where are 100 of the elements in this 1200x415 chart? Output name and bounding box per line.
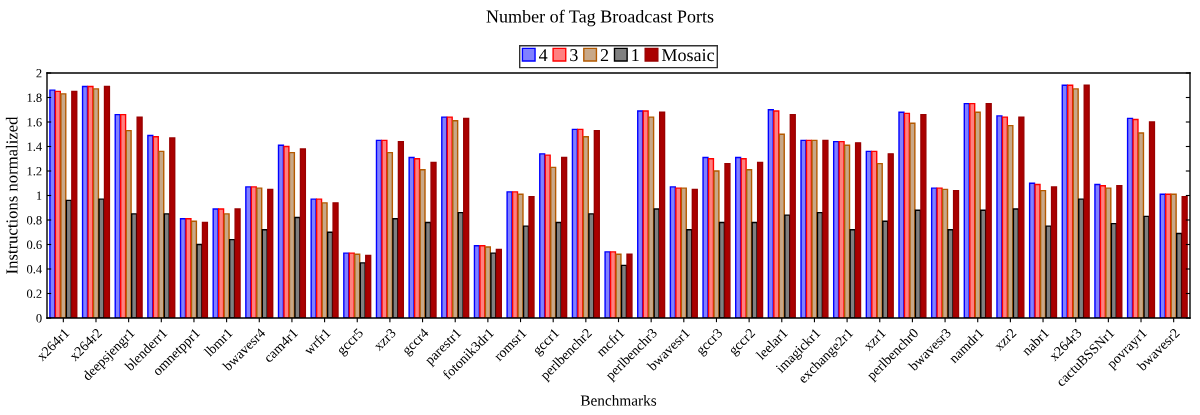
bar (539, 153, 546, 318)
bar (506, 191, 513, 318)
x-axis-title: Benchmarks (580, 394, 657, 406)
legend-label: 3 (570, 49, 578, 62)
bar (1067, 84, 1074, 318)
bar (267, 188, 274, 318)
y-tick-label: 2 (36, 69, 42, 78)
bar (1083, 84, 1090, 318)
bar (593, 129, 600, 318)
bar (637, 110, 644, 318)
bar (71, 90, 78, 318)
bar (136, 116, 143, 318)
bar (800, 139, 807, 318)
bar (920, 113, 927, 318)
chart-title: Number of Tag Broadcast Ports (486, 9, 714, 27)
bar (615, 253, 622, 318)
bar (811, 139, 818, 318)
bar (408, 156, 415, 318)
y-tick-label: 1 (36, 191, 42, 200)
bar (675, 187, 682, 318)
y-tick-label: 1.2 (27, 167, 42, 176)
bar (1105, 187, 1112, 318)
bar (419, 169, 426, 318)
y-tick-label: 0 (36, 314, 42, 323)
bar (212, 208, 219, 318)
bar (60, 93, 67, 318)
y-tick-label: 1.6 (27, 118, 42, 127)
bar (381, 139, 388, 318)
bar (495, 248, 502, 318)
bar (234, 208, 241, 318)
y-tick-label: 1.8 (27, 93, 42, 103)
x-tick-label: xzr3 (372, 327, 397, 352)
bar (952, 189, 960, 318)
bar (201, 221, 209, 318)
bar (479, 245, 486, 318)
bar (1116, 185, 1123, 318)
bar (577, 128, 584, 318)
bar (550, 166, 557, 318)
bar (658, 111, 666, 318)
bar (158, 150, 165, 318)
legend-label: 4 (539, 49, 548, 62)
bar (898, 111, 905, 318)
bar (773, 110, 780, 318)
bar (561, 156, 568, 318)
bar (1148, 121, 1156, 318)
bar (223, 213, 230, 318)
bar (713, 170, 720, 318)
bar (909, 122, 916, 318)
bar (1050, 186, 1058, 318)
y-tick-label: 0.8 (26, 216, 42, 225)
bar (147, 134, 154, 318)
bar (517, 193, 524, 318)
bar (49, 89, 56, 318)
bar (354, 253, 361, 318)
bar (887, 153, 894, 318)
bar (1165, 193, 1172, 318)
bar (1007, 124, 1014, 318)
legend-label: 1 (632, 49, 639, 62)
legend-label: Mosaic (661, 49, 715, 62)
bar (1094, 183, 1101, 318)
bar (463, 117, 470, 318)
bar (185, 218, 192, 318)
bar (756, 161, 764, 318)
bar (1034, 183, 1041, 318)
y-tick-label: 0.2 (26, 289, 42, 299)
bar (125, 129, 132, 318)
bar (985, 102, 992, 318)
bar (789, 113, 796, 318)
bar (299, 148, 307, 318)
bar (332, 202, 339, 318)
bar (452, 120, 459, 318)
bar (103, 85, 111, 318)
bar (936, 187, 943, 318)
y-tick-label: 0.4 (26, 265, 42, 274)
y-axis-title: Instructions normalized (5, 116, 18, 274)
x-tick-label: xzr2 (993, 327, 1017, 352)
bar (321, 202, 328, 318)
bar (245, 186, 252, 318)
bar (702, 156, 709, 318)
bar (283, 145, 290, 318)
bar (724, 162, 731, 318)
legend-label: 2 (600, 49, 609, 62)
y-tick-label: 1.4 (27, 142, 42, 152)
bar (365, 254, 372, 318)
bar (969, 102, 976, 318)
bar (343, 252, 350, 318)
bar (169, 137, 176, 318)
bar (838, 140, 845, 318)
bar (740, 158, 747, 318)
bar (1018, 116, 1025, 318)
bar (691, 188, 698, 318)
bar (1181, 196, 1188, 318)
bar (871, 150, 878, 318)
bar (604, 251, 611, 318)
bar (397, 140, 405, 318)
y-tick-label: 0.6 (26, 240, 42, 250)
bar (256, 187, 263, 318)
bar (1132, 118, 1139, 318)
bar (430, 161, 437, 318)
bar (626, 253, 633, 318)
